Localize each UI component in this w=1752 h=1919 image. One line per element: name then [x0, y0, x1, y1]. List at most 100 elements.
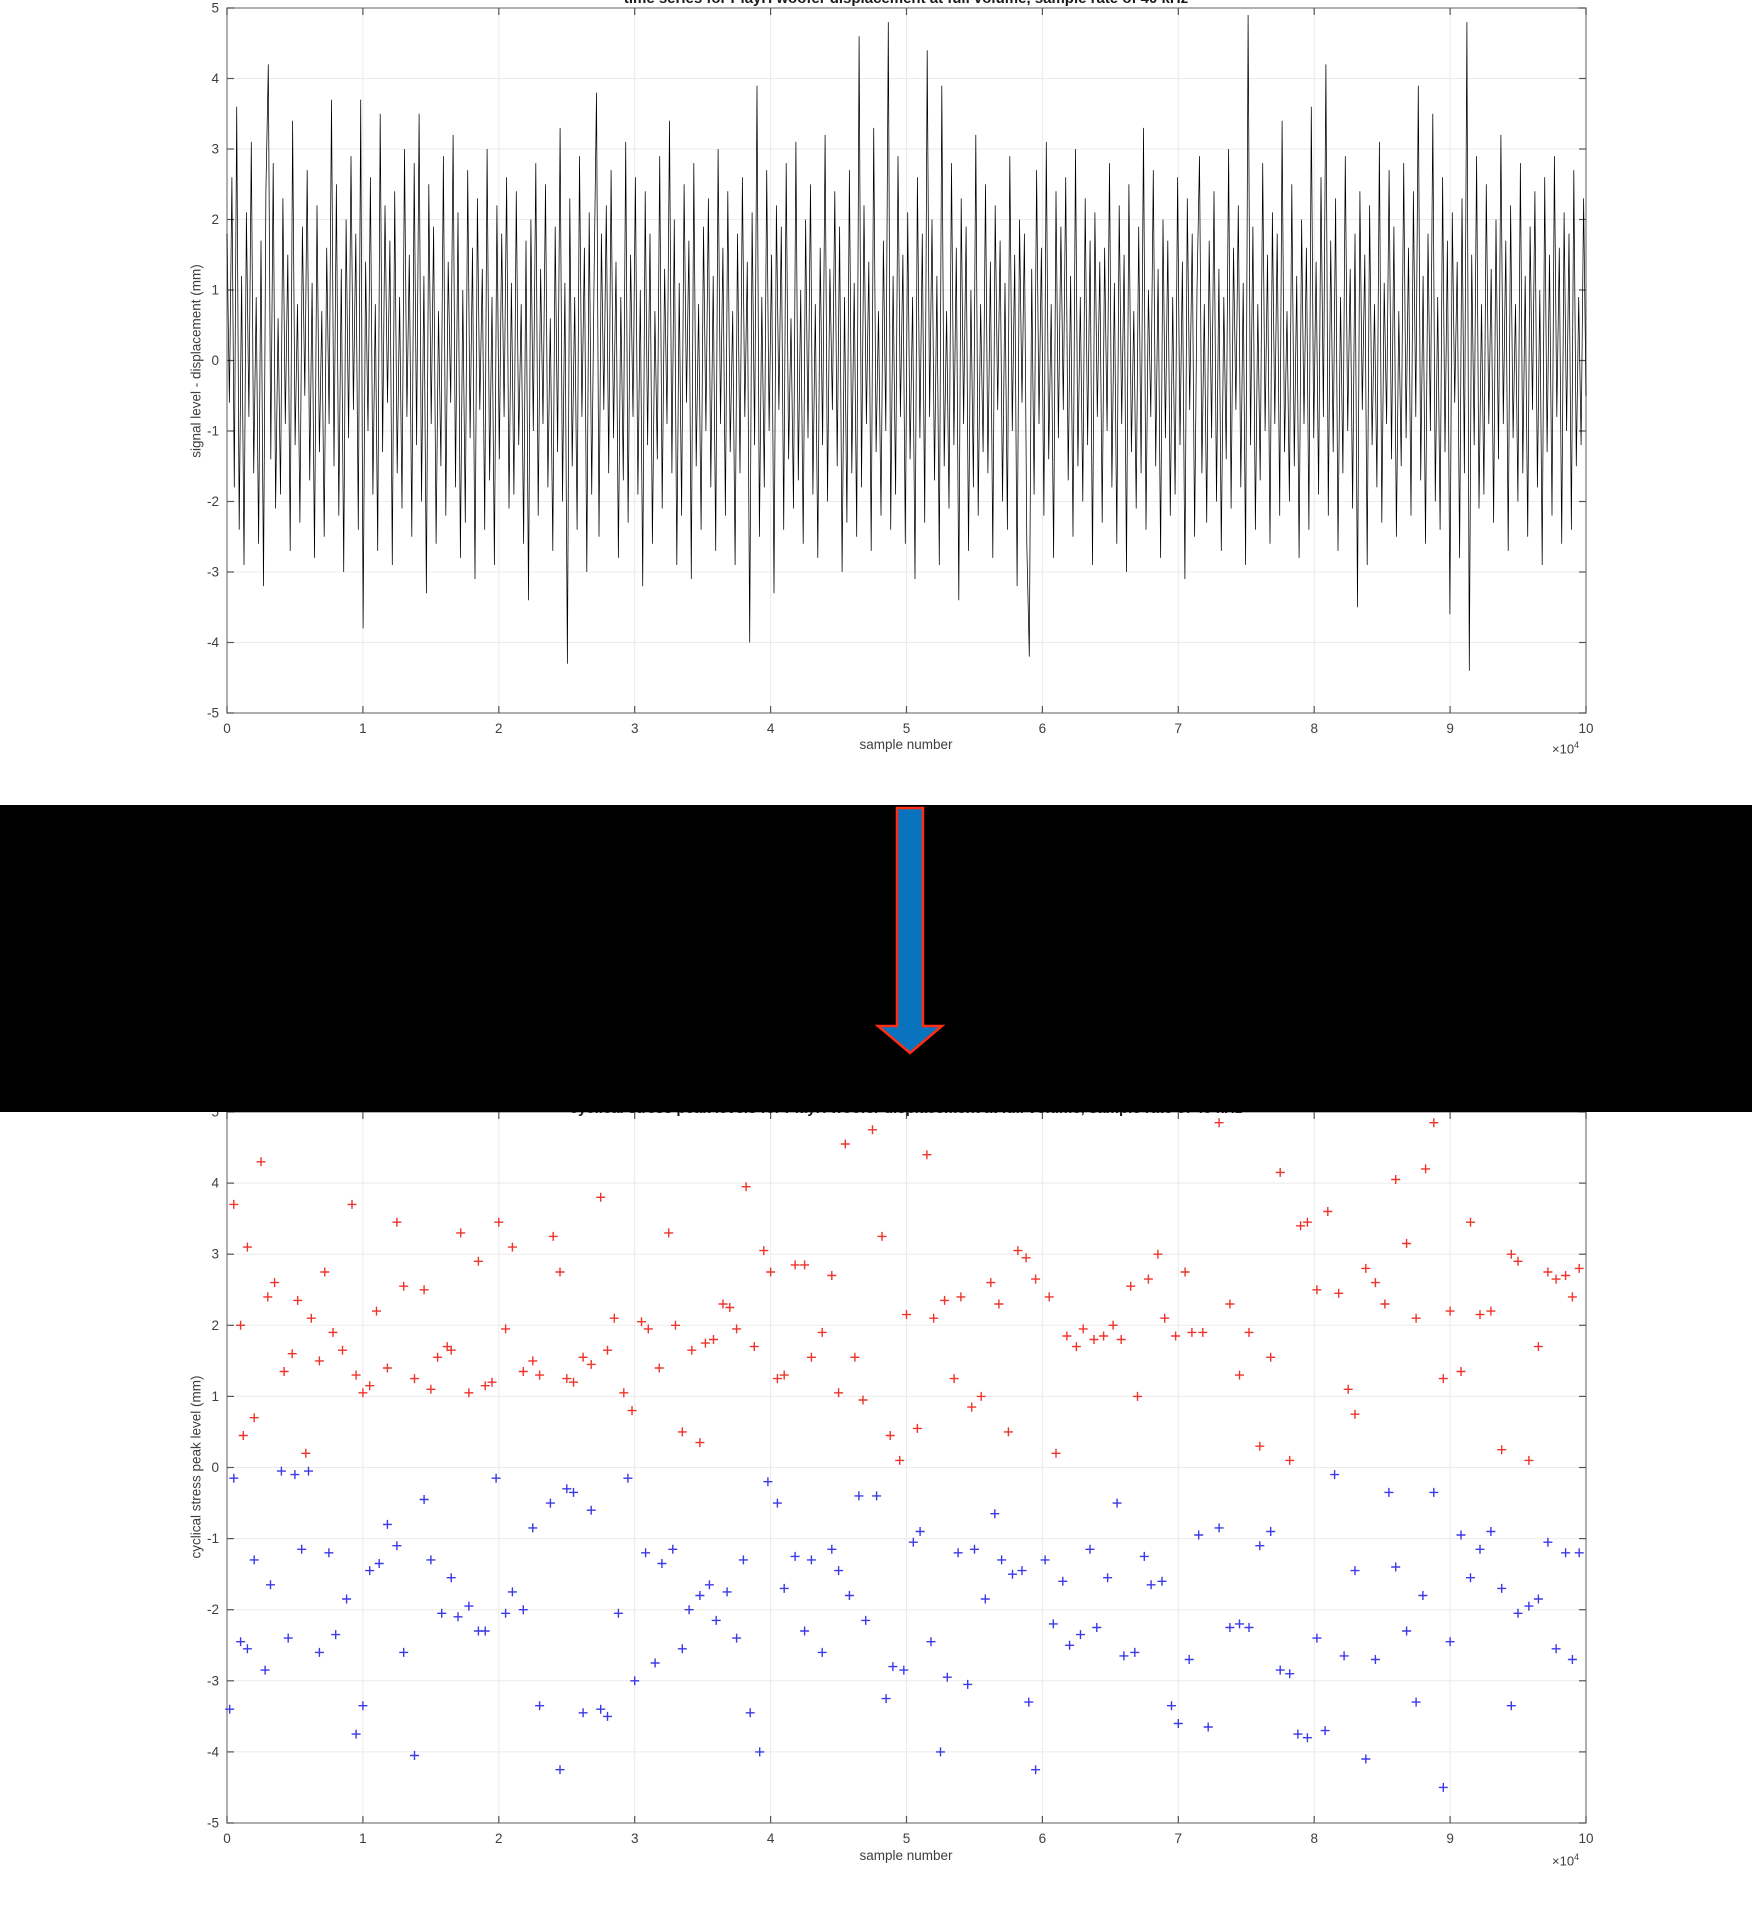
plus-marker [1429, 1487, 1439, 1497]
plus-marker [1334, 1288, 1344, 1298]
plus-marker [1312, 1633, 1322, 1643]
plus-marker [664, 1228, 674, 1238]
plus-marker [963, 1679, 973, 1689]
x-tick-label: 4 [767, 721, 775, 736]
plus-marker [1065, 1640, 1075, 1650]
plus-marker [365, 1566, 375, 1576]
plus-marker [1194, 1530, 1204, 1540]
plus-marker [970, 1544, 979, 1554]
plus-marker [1008, 1569, 1017, 1579]
plus-marker [1561, 1271, 1571, 1280]
plus-marker [501, 1608, 511, 1618]
plus-marker [410, 1751, 419, 1760]
y-tick-label: 3 [211, 1247, 219, 1262]
x-tick-label: 0 [223, 1831, 231, 1846]
plus-marker [1567, 1292, 1577, 1302]
y-tick-label: 3 [211, 142, 219, 157]
plus-marker [1567, 1655, 1577, 1664]
plus-marker [1085, 1544, 1095, 1554]
plus-marker [392, 1541, 402, 1551]
plus-marker [630, 1676, 640, 1686]
plus-marker [548, 1231, 558, 1241]
plus-marker [1031, 1765, 1041, 1775]
plus-marker [1391, 1562, 1401, 1572]
plus-marker [1302, 1217, 1312, 1227]
plus-marker [306, 1313, 316, 1323]
plus-marker [650, 1658, 660, 1668]
x-tick-label: 4 [767, 1831, 775, 1846]
plus-marker [1486, 1306, 1496, 1316]
x-tick-label: 5 [903, 1831, 911, 1846]
plus-marker [1524, 1601, 1534, 1611]
plus-marker [1119, 1651, 1129, 1661]
plus-marker [535, 1701, 545, 1711]
plus-marker [287, 1349, 297, 1359]
plus-marker [709, 1335, 718, 1344]
plus-marker [301, 1448, 311, 1458]
plus-marker [236, 1637, 246, 1647]
y-tick-label: 4 [211, 71, 219, 86]
plus-marker [569, 1487, 578, 1497]
plus-marker [283, 1633, 293, 1643]
plus-marker [885, 1431, 895, 1440]
plus-marker [229, 1199, 239, 1209]
plus-marker [902, 1310, 911, 1320]
plus-marker [260, 1665, 270, 1675]
plus-marker [347, 1199, 357, 1209]
y-tick-label: 2 [211, 212, 219, 227]
plus-marker [654, 1363, 664, 1373]
plus-marker [1293, 1729, 1303, 1739]
y-tick-label: -1 [207, 1531, 219, 1546]
plus-marker [1198, 1327, 1208, 1337]
plus-marker [410, 1374, 419, 1384]
plus-marker [1089, 1335, 1099, 1344]
plus-marker [1429, 1118, 1439, 1128]
plus-marker [732, 1324, 742, 1334]
plus-marker [850, 1352, 860, 1362]
x-tick-label: 1 [359, 721, 367, 736]
plus-marker [817, 1647, 827, 1657]
plus-marker [1021, 1253, 1031, 1263]
plus-marker [1099, 1331, 1109, 1341]
plus-marker [453, 1612, 463, 1622]
plus-marker [1438, 1374, 1448, 1384]
plus-marker [942, 1672, 952, 1682]
plus-marker [419, 1495, 429, 1504]
plus-marker [657, 1559, 667, 1568]
y-tick-label: 2 [211, 1318, 219, 1333]
plus-marker [1533, 1594, 1543, 1604]
plus-marker [877, 1231, 887, 1241]
plus-marker [351, 1370, 361, 1380]
plus-marker [331, 1630, 341, 1640]
plus-marker [596, 1192, 606, 1202]
plus-marker [695, 1591, 705, 1600]
y-tick-label: 5 [211, 1105, 219, 1120]
plus-marker [1180, 1267, 1190, 1277]
plus-marker [1092, 1623, 1102, 1632]
plus-marker [1475, 1544, 1485, 1554]
plus-marker [1051, 1448, 1061, 1458]
plus-marker [1048, 1619, 1058, 1629]
x-tick-label: 10 [1578, 1831, 1593, 1846]
plus-marker [501, 1324, 511, 1334]
plus-marker [929, 1313, 939, 1323]
plus-marker [320, 1267, 330, 1277]
bottom-y-axis-label: cyclical stress peak level (mm) [188, 1375, 204, 1559]
plus-marker [225, 1704, 235, 1714]
plus-marker [1024, 1697, 1034, 1707]
plus-marker [858, 1395, 868, 1405]
plus-marker [372, 1306, 381, 1316]
plus-marker [1071, 1342, 1081, 1352]
plus-marker [671, 1320, 680, 1330]
plus-marker [1370, 1655, 1380, 1664]
plus-marker [1343, 1384, 1353, 1394]
plus-marker [1167, 1701, 1176, 1711]
plus-marker [1157, 1576, 1167, 1586]
plus-marker [1266, 1352, 1276, 1362]
plus-marker [1411, 1313, 1421, 1323]
plus-marker [1506, 1701, 1516, 1711]
plus-marker [1017, 1566, 1027, 1576]
plus-marker [800, 1626, 810, 1636]
plus-marker [704, 1580, 714, 1590]
y-tick-label: -2 [207, 1602, 219, 1617]
